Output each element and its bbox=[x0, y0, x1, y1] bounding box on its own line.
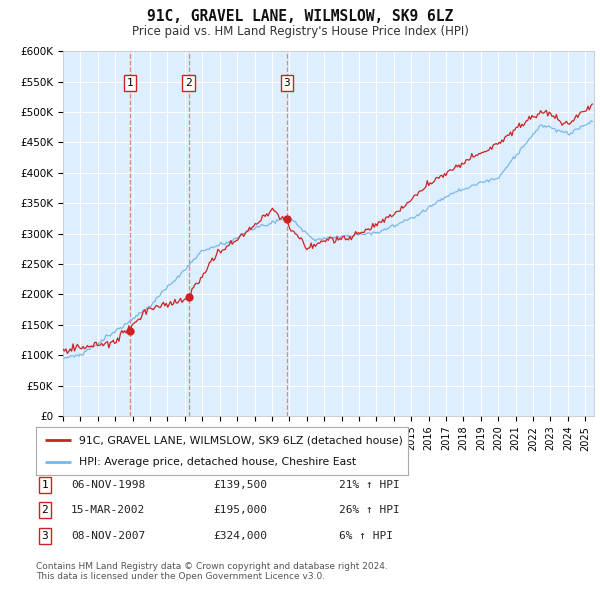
Text: 15-MAR-2002: 15-MAR-2002 bbox=[71, 506, 145, 515]
Text: 6% ↑ HPI: 6% ↑ HPI bbox=[339, 531, 393, 540]
Text: 3: 3 bbox=[284, 78, 290, 88]
Text: 2: 2 bbox=[41, 506, 49, 515]
Text: 1: 1 bbox=[41, 480, 49, 490]
Text: 21% ↑ HPI: 21% ↑ HPI bbox=[339, 480, 400, 490]
Text: £195,000: £195,000 bbox=[213, 506, 267, 515]
Text: 1: 1 bbox=[127, 78, 133, 88]
Text: HPI: Average price, detached house, Cheshire East: HPI: Average price, detached house, Ches… bbox=[79, 457, 356, 467]
Text: Price paid vs. HM Land Registry's House Price Index (HPI): Price paid vs. HM Land Registry's House … bbox=[131, 25, 469, 38]
Text: 06-NOV-1998: 06-NOV-1998 bbox=[71, 480, 145, 490]
Text: £324,000: £324,000 bbox=[213, 531, 267, 540]
Text: 91C, GRAVEL LANE, WILMSLOW, SK9 6LZ (detached house): 91C, GRAVEL LANE, WILMSLOW, SK9 6LZ (det… bbox=[79, 435, 403, 445]
Text: Contains HM Land Registry data © Crown copyright and database right 2024.
This d: Contains HM Land Registry data © Crown c… bbox=[36, 562, 388, 581]
Text: 91C, GRAVEL LANE, WILMSLOW, SK9 6LZ: 91C, GRAVEL LANE, WILMSLOW, SK9 6LZ bbox=[147, 9, 453, 24]
Text: 26% ↑ HPI: 26% ↑ HPI bbox=[339, 506, 400, 515]
Text: £139,500: £139,500 bbox=[213, 480, 267, 490]
Text: 08-NOV-2007: 08-NOV-2007 bbox=[71, 531, 145, 540]
Text: 2: 2 bbox=[185, 78, 192, 88]
Text: 3: 3 bbox=[41, 531, 49, 540]
